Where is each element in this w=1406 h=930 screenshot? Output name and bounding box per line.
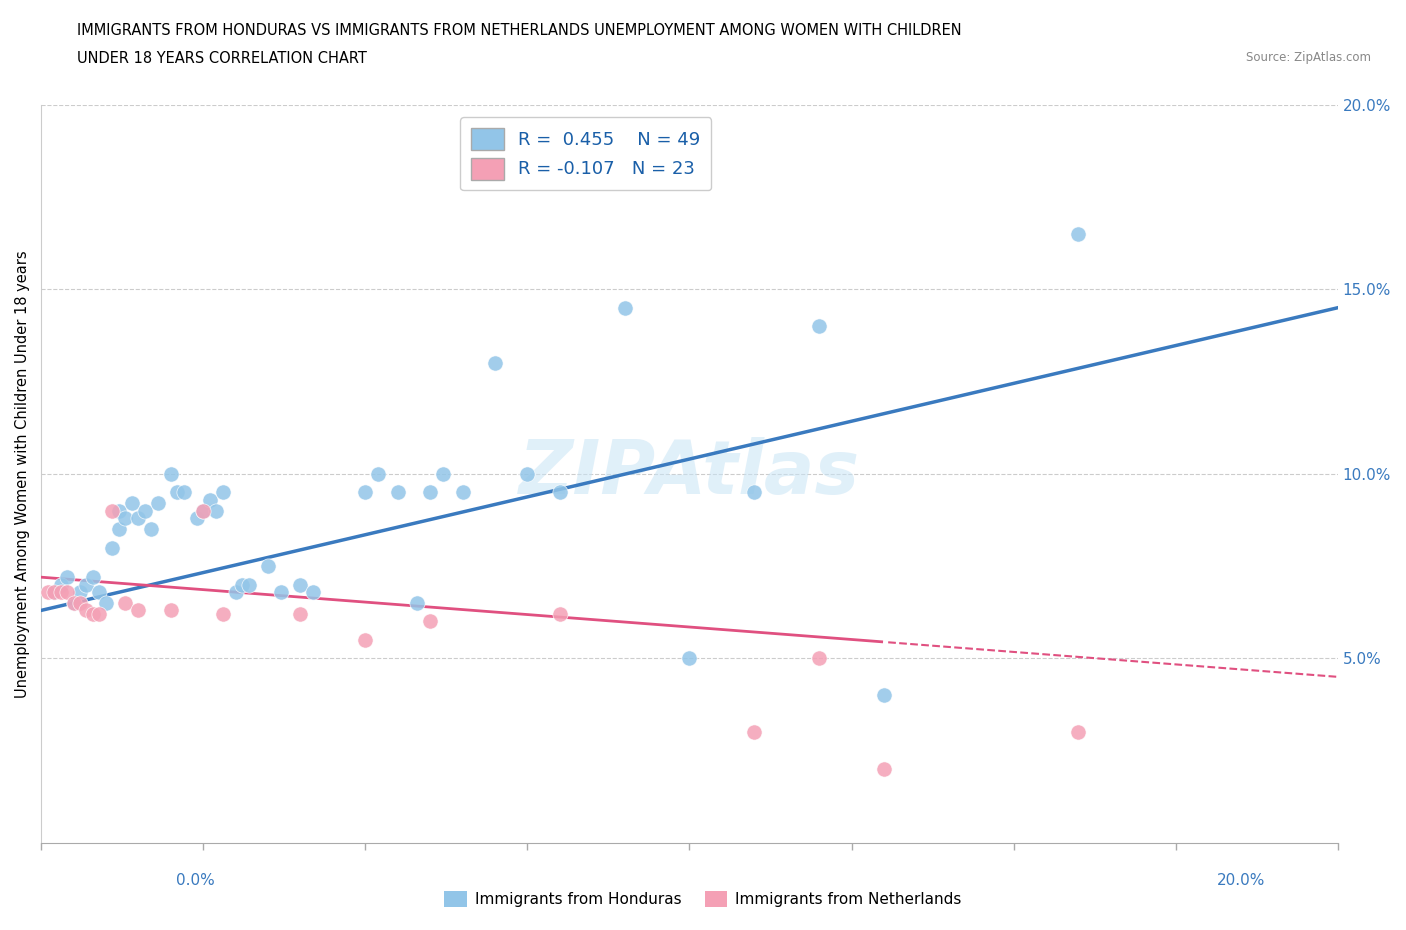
- Point: [159, 603, 181, 618]
- Point: [516, 466, 538, 481]
- Point: [270, 585, 292, 600]
- Point: [808, 651, 831, 666]
- Point: [238, 578, 260, 592]
- Point: [290, 606, 312, 621]
- Point: [42, 585, 65, 600]
- Point: [134, 503, 156, 518]
- Point: [257, 559, 280, 574]
- Point: [166, 485, 188, 499]
- Point: [108, 503, 131, 518]
- Point: [873, 688, 896, 703]
- Point: [62, 595, 84, 610]
- Point: [69, 585, 91, 600]
- Point: [121, 496, 143, 511]
- Point: [69, 595, 91, 610]
- Point: [56, 570, 79, 585]
- Point: [159, 466, 181, 481]
- Point: [173, 485, 195, 499]
- Point: [808, 319, 831, 334]
- Point: [101, 540, 124, 555]
- Point: [141, 522, 163, 537]
- Point: [742, 485, 765, 499]
- Text: 0.0%: 0.0%: [176, 873, 215, 888]
- Point: [127, 511, 149, 525]
- Text: 20.0%: 20.0%: [1218, 873, 1265, 888]
- Point: [548, 606, 571, 621]
- Point: [82, 606, 104, 621]
- Point: [406, 595, 429, 610]
- Point: [198, 492, 221, 507]
- Text: Source: ZipAtlas.com: Source: ZipAtlas.com: [1246, 51, 1371, 64]
- Point: [1067, 226, 1090, 241]
- Point: [290, 578, 312, 592]
- Point: [419, 614, 441, 629]
- Point: [354, 632, 377, 647]
- Point: [678, 651, 700, 666]
- Point: [873, 762, 896, 777]
- Point: [225, 585, 247, 600]
- Point: [302, 585, 325, 600]
- Point: [548, 485, 571, 499]
- Point: [49, 578, 72, 592]
- Point: [211, 606, 233, 621]
- Point: [101, 503, 124, 518]
- Point: [419, 485, 441, 499]
- Point: [387, 485, 409, 499]
- Point: [114, 595, 136, 610]
- Point: [451, 485, 474, 499]
- Point: [205, 503, 228, 518]
- Point: [367, 466, 389, 481]
- Point: [62, 595, 84, 610]
- Legend: R =  0.455    N = 49, R = -0.107   N = 23: R = 0.455 N = 49, R = -0.107 N = 23: [460, 117, 711, 191]
- Point: [89, 606, 111, 621]
- Point: [231, 578, 253, 592]
- Point: [613, 300, 636, 315]
- Legend: Immigrants from Honduras, Immigrants from Netherlands: Immigrants from Honduras, Immigrants fro…: [439, 884, 967, 913]
- Point: [114, 511, 136, 525]
- Point: [76, 603, 98, 618]
- Point: [186, 511, 208, 525]
- Point: [76, 578, 98, 592]
- Point: [127, 603, 149, 618]
- Point: [94, 595, 117, 610]
- Point: [56, 585, 79, 600]
- Point: [89, 585, 111, 600]
- Point: [211, 485, 233, 499]
- Point: [193, 503, 215, 518]
- Point: [82, 570, 104, 585]
- Point: [193, 503, 215, 518]
- Text: ZIPAtlas: ZIPAtlas: [519, 437, 860, 511]
- Text: UNDER 18 YEARS CORRELATION CHART: UNDER 18 YEARS CORRELATION CHART: [77, 51, 367, 66]
- Point: [108, 522, 131, 537]
- Y-axis label: Unemployment Among Women with Children Under 18 years: Unemployment Among Women with Children U…: [15, 250, 30, 698]
- Text: IMMIGRANTS FROM HONDURAS VS IMMIGRANTS FROM NETHERLANDS UNEMPLOYMENT AMONG WOMEN: IMMIGRANTS FROM HONDURAS VS IMMIGRANTS F…: [77, 23, 962, 38]
- Point: [146, 496, 169, 511]
- Point: [1067, 724, 1090, 739]
- Point: [484, 355, 506, 370]
- Point: [49, 585, 72, 600]
- Point: [42, 585, 65, 600]
- Point: [354, 485, 377, 499]
- Point: [432, 466, 454, 481]
- Point: [37, 585, 59, 600]
- Point: [742, 724, 765, 739]
